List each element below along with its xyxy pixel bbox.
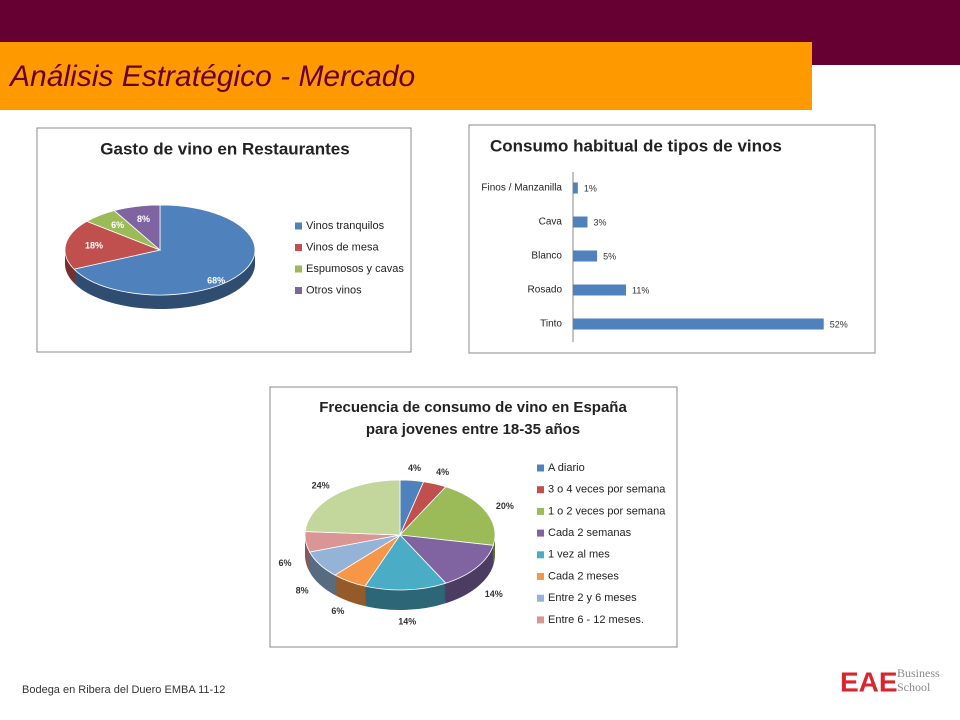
chart-frame [468, 124, 876, 354]
pie-slice [73, 204, 256, 296]
y-tick-label: Cava [539, 217, 563, 228]
data-label: 14% [485, 589, 503, 599]
legend-swatch [537, 507, 544, 515]
legend-label: Entre 2 y 6 meses [548, 592, 637, 604]
legend-label: Vinos tranquilos [306, 220, 385, 232]
data-label: 1% [584, 183, 597, 193]
legend-label: 1 vez al mes [548, 549, 610, 561]
slide-title: Análisis Estratégico - Mercado [8, 60, 415, 93]
data-label: 6% [279, 558, 292, 568]
legend-label: A diario [548, 462, 585, 474]
data-label: 24% [312, 480, 330, 490]
legend-swatch [537, 464, 544, 472]
data-label: 52% [830, 319, 848, 329]
legend-swatch [537, 529, 544, 537]
legend-swatch [537, 616, 544, 624]
y-tick-label: Tinto [540, 319, 562, 330]
data-label: 11% [632, 285, 649, 295]
logo-sub: Business [897, 666, 940, 680]
legend-label: Cada 2 semanas [548, 527, 632, 539]
data-label: 6% [111, 220, 124, 230]
legend-label: Cada 2 meses [548, 570, 619, 582]
data-label: 3% [593, 217, 606, 227]
title-band [0, 42, 812, 110]
pie-slice [399, 486, 496, 546]
pie-slice [364, 534, 447, 591]
y-tick-label: Blanco [531, 251, 562, 262]
bar [573, 250, 598, 262]
legend-swatch [537, 551, 544, 559]
legend-swatch [537, 594, 544, 602]
bar [573, 284, 627, 296]
chart-title: para jovenes entre 18-35 años [366, 421, 580, 438]
bar [573, 318, 824, 330]
chart-title: Consumo habitual de tipos de vinos [490, 136, 782, 155]
chart-title: Frecuencia de consumo de vino en España [319, 399, 627, 416]
data-label: 18% [85, 240, 103, 250]
data-label: 8% [296, 585, 309, 595]
logo-sub: School [897, 680, 931, 694]
legend-label: Espumosos y cavas [306, 263, 404, 275]
bar [573, 182, 578, 194]
footer-text: Bodega en Ribera del Duero EMBA 11-12 [22, 684, 225, 696]
pie-slice [398, 534, 494, 584]
legend-swatch [295, 244, 302, 251]
legend-swatch [295, 222, 302, 230]
legend-label: Entre 6 - 12 meses. [548, 614, 644, 626]
logo: EAE [840, 666, 898, 697]
legend-swatch [295, 265, 302, 273]
chart-title: Gasto de vino en Restaurantes [100, 139, 349, 158]
pie-slice [304, 479, 401, 536]
legend-swatch [295, 287, 302, 294]
data-label: 8% [137, 214, 150, 224]
y-tick-label: Rosado [528, 285, 563, 296]
pie-slice [113, 204, 161, 251]
data-label: 68% [207, 275, 225, 285]
legend-swatch [537, 486, 544, 494]
data-label: 5% [603, 251, 616, 261]
legend-swatch [537, 573, 544, 580]
data-label: 20% [496, 501, 514, 511]
data-label: 4% [436, 467, 449, 477]
legend-label: Vinos de mesa [306, 241, 379, 253]
pie-slice [64, 220, 162, 270]
bar [573, 216, 588, 228]
legend-label: 3 o 4 veces por semana [548, 484, 666, 496]
data-label: 4% [408, 463, 421, 473]
data-label: 6% [331, 606, 344, 616]
data-label: 14% [398, 616, 416, 626]
legend-label: 1 o 2 veces por semana [548, 505, 666, 517]
y-tick-label: Finos / Manzanilla [481, 183, 562, 194]
legend-label: Otros vinos [306, 284, 362, 296]
